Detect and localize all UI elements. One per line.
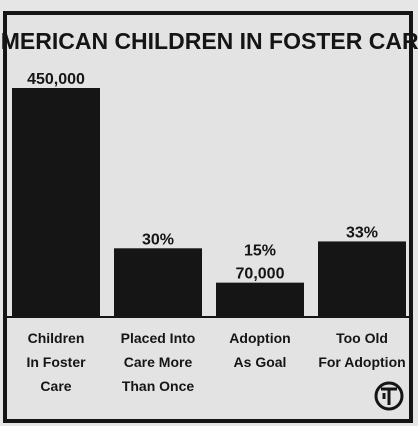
category-label-3-line-2: As Goal — [234, 354, 287, 370]
data-label-1-1: 450,000 — [27, 71, 85, 88]
data-label-2-1: 30% — [142, 231, 174, 248]
category-label-2-line-2: Care More — [124, 354, 193, 370]
bar-2 — [114, 248, 202, 317]
category-label-1-line-1: Children — [28, 330, 85, 346]
bar-3 — [216, 282, 304, 317]
krt-logo-icon — [374, 381, 404, 411]
category-label-4-line-2: For Adoption — [318, 354, 405, 370]
data-label-4-1: 33% — [346, 224, 378, 241]
bar-1 — [12, 88, 100, 317]
category-label-1-line-2: In Foster — [26, 354, 86, 370]
category-label-4-line-1: Too Old — [336, 330, 388, 346]
bars-layer — [12, 88, 406, 317]
category-label-3-line-1: Adoption — [229, 330, 290, 346]
value-labels-layer: 450,000 30% 15% 70,000 33% — [27, 71, 378, 283]
category-label-2-line-3: Than Once — [122, 378, 195, 394]
data-label-3-2: 70,000 — [236, 266, 285, 283]
data-label-3-1: 15% — [244, 243, 276, 260]
category-label-2-line-1: Placed Into — [121, 330, 196, 346]
category-label-1-line-3: Care — [40, 378, 71, 394]
chart-title: AMERICAN CHILDREN IN FOSTER CARE — [0, 28, 418, 54]
category-labels-layer: Children In Foster Care Placed Into Care Mor… — [26, 330, 405, 394]
bar-4 — [318, 241, 406, 317]
